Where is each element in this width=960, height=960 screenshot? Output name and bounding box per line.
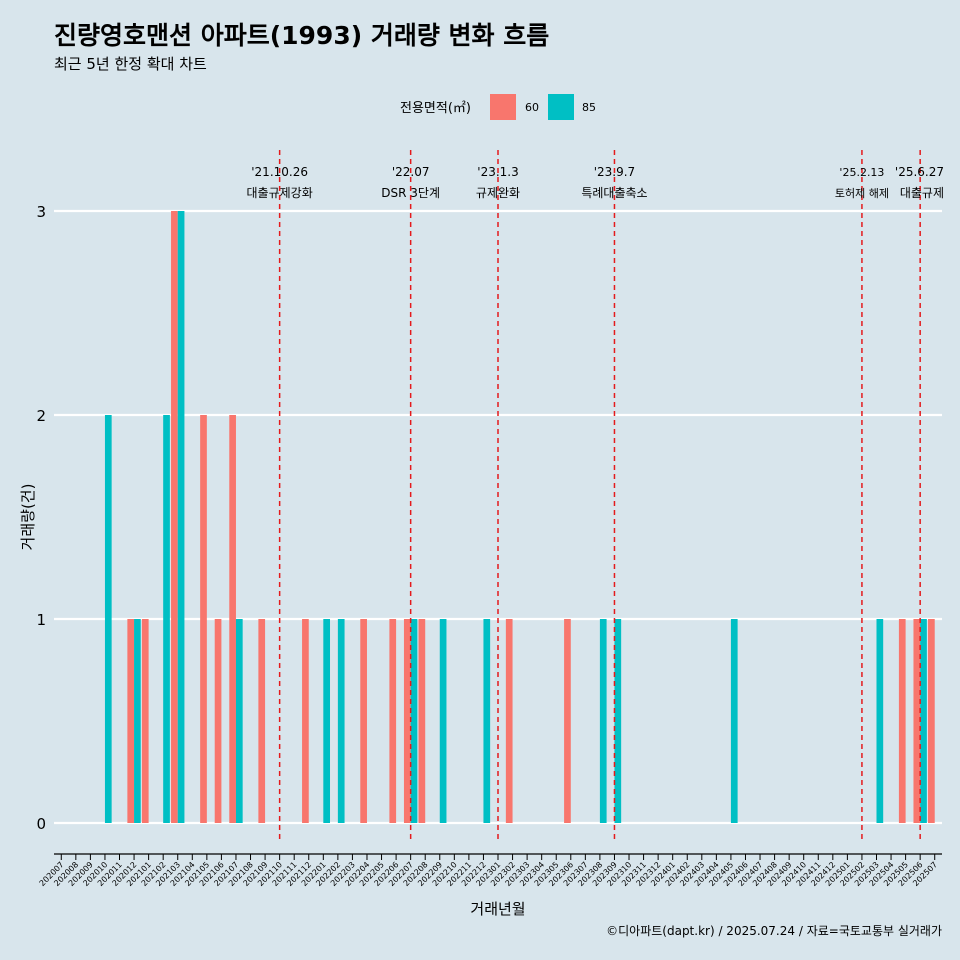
bar-60-202302 [505, 619, 513, 823]
bar-60-202106 [214, 619, 222, 823]
bar-60-202506 [913, 619, 921, 823]
legend-title: 전용면적(㎡) [400, 101, 471, 116]
bar-60-202206 [389, 619, 397, 823]
bar-85-202405 [730, 619, 738, 823]
bar-85-202107 [235, 619, 243, 823]
event-label: DSR 3단계 [381, 186, 440, 200]
bar-60-202105 [200, 415, 207, 823]
bar-60-202109 [258, 619, 266, 823]
bar-85-202102 [163, 415, 170, 823]
y-tick-label: 1 [36, 611, 46, 629]
legend-label-60: 60 [525, 101, 539, 114]
event-markers: '21.10.26 대출규제강화 '22.07 DSR 3단계 '23.1.3 규제완화 '… [247, 150, 944, 842]
event-date-label: '25.6.27 [895, 165, 944, 179]
chart-title: 진량영호맨션 아파트(1993) 거래량 변화 흐름 [54, 21, 549, 50]
bar-60-202204 [360, 619, 367, 823]
y-axis-ticks: 0 1 2 3 [36, 203, 46, 833]
y-tick-label: 0 [36, 815, 46, 833]
bar-85-202503 [876, 619, 884, 823]
bar-60-202306 [564, 619, 571, 823]
bar-85-202308 [599, 619, 607, 823]
bar-85-202209 [439, 619, 447, 823]
caption: ©디아파트(dapt.kr) / 2025.07.24 / 자료=국토교통부 실… [606, 924, 942, 938]
bar-85-202506 [920, 619, 927, 823]
bar-85-202207 [410, 619, 418, 823]
x-axis-title: 거래년월 [470, 900, 525, 918]
y-axis-title: 거래량(건) [19, 484, 37, 551]
y-tick-label: 3 [36, 203, 46, 221]
bar-60-202101 [141, 619, 149, 823]
event-date-label: '22.07 [392, 165, 430, 179]
gridlines [54, 209, 942, 825]
legend-swatch-60 [490, 94, 516, 120]
chart-subtitle: 최근 5년 한정 확대 차트 [54, 55, 207, 73]
event-date-label: '21.10.26 [251, 165, 308, 179]
bar-85-202010 [104, 415, 112, 823]
bar-85-202212 [483, 619, 491, 823]
bar-60-202507 [928, 619, 935, 823]
event-date-label: '23.1.3 [477, 165, 518, 179]
bar-60-202012 [127, 619, 135, 823]
bar-85-202012 [134, 619, 141, 823]
bar-60-202207 [403, 619, 411, 823]
y-tick-label: 2 [36, 407, 46, 425]
bar-60-202107 [229, 415, 236, 823]
bar-60-202103 [171, 211, 178, 823]
bar-85-202202 [337, 619, 345, 823]
event-label: 규제완화 [476, 186, 520, 200]
event-date-label: '25.2.13 [839, 166, 884, 179]
event-label: 대출규제 [900, 186, 944, 200]
legend: 전용면적(㎡) 60 85 [400, 94, 596, 120]
bar-85-202201 [323, 619, 331, 823]
x-axis: 2020072020082020092020102020112020122021… [38, 853, 942, 888]
bar-60-202112 [302, 619, 309, 823]
bar-60-202208 [418, 619, 426, 823]
legend-swatch-85 [548, 94, 574, 120]
event-label: 토허제 해제 [835, 186, 889, 200]
legend-label-85: 85 [582, 101, 596, 114]
bar-60-202505 [898, 619, 906, 823]
bars [104, 211, 935, 823]
bar-85-202103 [177, 211, 185, 823]
event-label: 특례대출축소 [581, 186, 647, 200]
event-date-label: '23.9.7 [594, 165, 635, 179]
bar-85-202309 [614, 619, 622, 823]
event-label: 대출규제강화 [247, 186, 313, 200]
